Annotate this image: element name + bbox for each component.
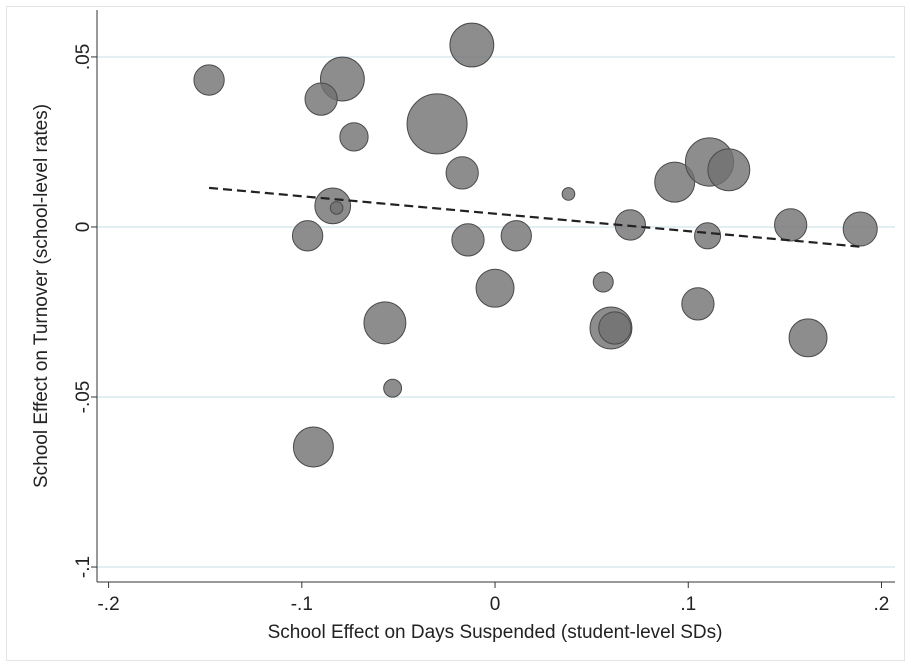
bubble xyxy=(291,220,324,252)
bubble xyxy=(654,161,696,203)
bubble xyxy=(363,301,407,345)
bubble xyxy=(451,223,485,257)
bubble xyxy=(475,268,515,308)
bubble xyxy=(500,220,532,252)
bubble xyxy=(598,311,632,345)
y-tick-label: -.1 xyxy=(73,556,94,578)
bubble xyxy=(445,156,479,190)
y-tick-label: -.05 xyxy=(73,381,94,414)
grid xyxy=(97,55,895,569)
x-tick-label: -.1 xyxy=(291,594,313,615)
marks xyxy=(193,22,878,468)
bubble xyxy=(339,122,369,152)
bubble xyxy=(592,271,614,293)
axes: .050-.05-.1-.2 -.1 0.1.2 xyxy=(73,10,895,615)
bubble xyxy=(842,211,878,247)
bubble xyxy=(304,82,338,116)
bubble xyxy=(193,64,225,96)
bubble xyxy=(694,222,722,250)
bubble xyxy=(561,187,576,201)
fit-line xyxy=(208,186,861,248)
bubble xyxy=(292,426,334,468)
x-tick-label: .1 xyxy=(680,594,696,615)
x-axis-title: School Effect on Days Suspended (student… xyxy=(268,622,723,643)
bubble xyxy=(449,22,495,68)
x-tick-label: 0 xyxy=(490,594,501,615)
bubble xyxy=(329,201,344,215)
y-axis-title: School Effect on Turnover (school-level … xyxy=(31,104,52,488)
bubble xyxy=(406,93,468,155)
x-tick-label: -.2 xyxy=(97,594,119,615)
y-tick-label: 0 xyxy=(73,222,94,233)
bubble xyxy=(681,287,715,321)
bubble xyxy=(774,208,808,242)
bubble xyxy=(788,318,828,358)
bubble xyxy=(383,378,403,398)
bubble xyxy=(707,148,751,192)
y-tick-label: .05 xyxy=(73,44,94,70)
x-tick-label: .2 xyxy=(874,594,890,615)
